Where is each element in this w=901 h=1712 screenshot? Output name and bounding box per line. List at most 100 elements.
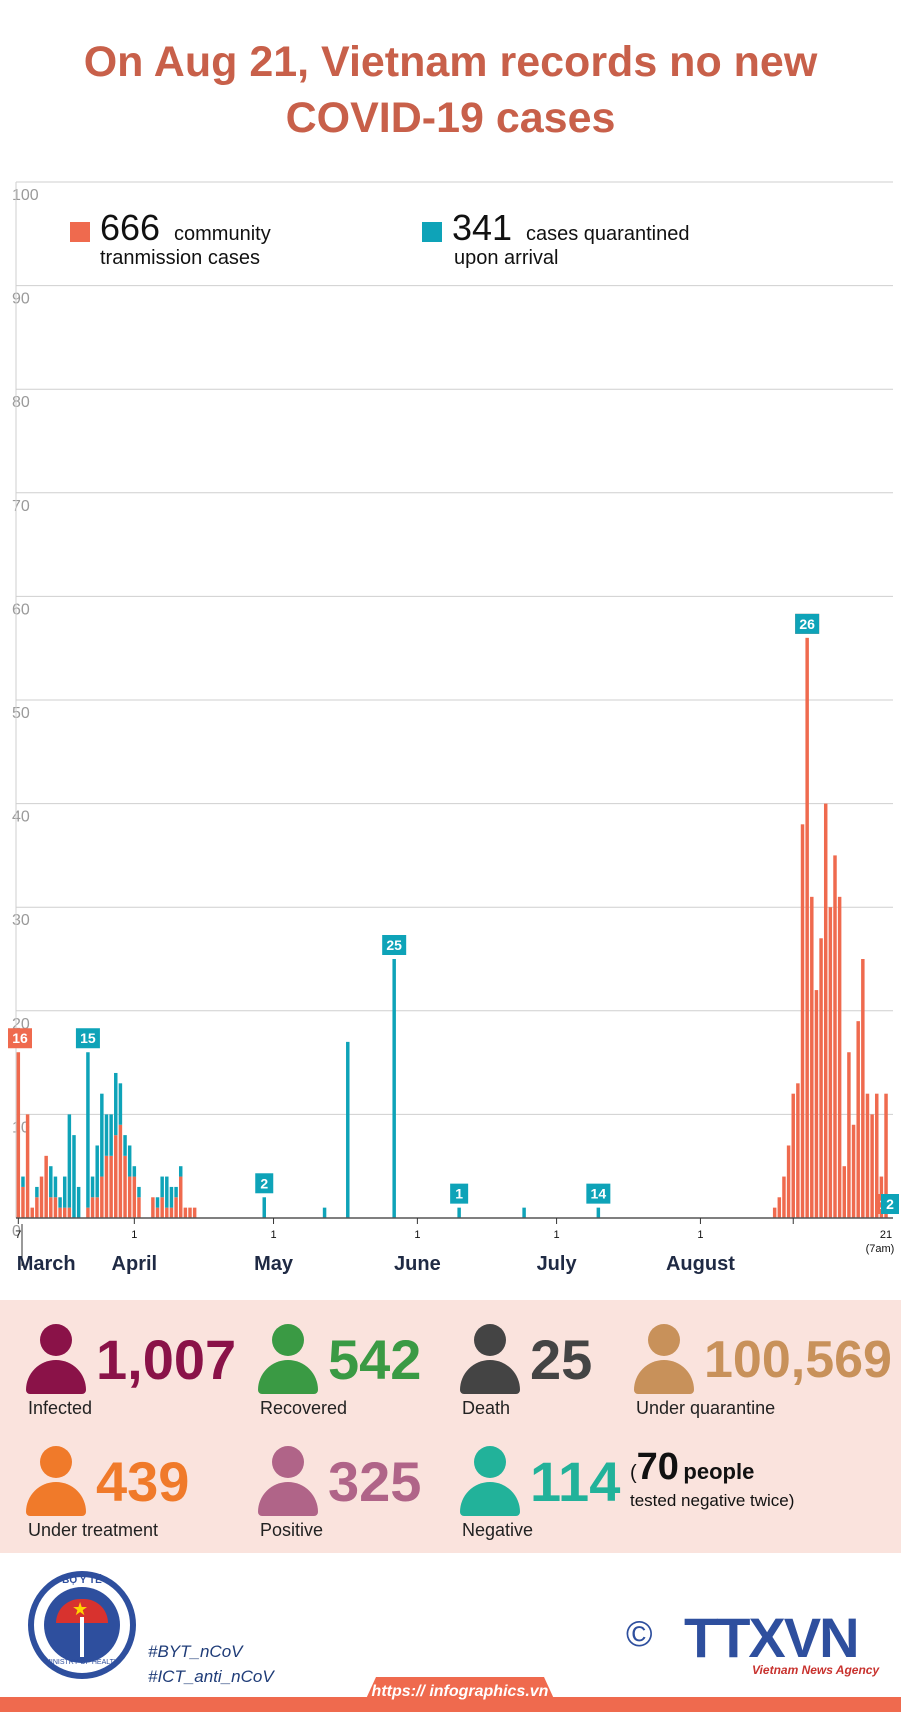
bar-imported — [123, 1135, 127, 1156]
legend-text-community-2: tranmission cases — [100, 247, 260, 269]
bar-community — [884, 1093, 888, 1218]
bar-imported — [49, 1166, 53, 1198]
person-icon — [26, 1324, 86, 1394]
legend-swatch-community — [70, 222, 90, 242]
bar-imported — [596, 1207, 601, 1218]
bar-community — [810, 896, 814, 1218]
stat-label: Negative — [462, 1520, 534, 1540]
footer: ★ BỘ Y TẾ MINISTRY OF HEALTH #BYT_nCoV #… — [0, 1553, 901, 1712]
bar-value-badge — [8, 1028, 32, 1049]
bar-imported — [58, 1197, 62, 1208]
bar-community — [118, 1124, 123, 1218]
bar-community — [86, 1207, 90, 1218]
x-tick-label: 1 — [131, 1229, 137, 1241]
y-tick-label: 50 — [12, 705, 30, 722]
bar-imported — [160, 1176, 164, 1198]
bar-community — [58, 1207, 62, 1218]
person-icon — [258, 1446, 318, 1516]
y-tick-label: 70 — [12, 498, 30, 515]
bar-community — [100, 1176, 104, 1218]
bar-community — [772, 1207, 777, 1218]
x-tick-note: (7am) — [866, 1243, 895, 1255]
bar-community — [114, 1135, 118, 1218]
stat-label: Recovered — [260, 1398, 348, 1418]
bar-value-label: 2 — [886, 1196, 894, 1212]
bar-imported — [21, 1176, 25, 1187]
stat-value: 100,569 — [704, 1331, 892, 1389]
month-label: July — [537, 1253, 578, 1275]
bar-community — [169, 1207, 174, 1218]
bar-imported — [62, 1176, 67, 1208]
bar-community — [67, 1207, 72, 1218]
bar-community — [188, 1207, 192, 1218]
x-tick-label: 1 — [554, 1229, 560, 1241]
bar-imported — [346, 1041, 350, 1218]
hashtag-ict: #ICT_anti_nCoV — [148, 1667, 274, 1686]
title-line-2: COVID-19 cases — [285, 94, 616, 142]
y-tick-label: 0 — [12, 1223, 21, 1240]
bar-imported — [178, 1166, 183, 1177]
y-tick-label: 100 — [12, 187, 39, 204]
stat-value: 25 — [530, 1328, 593, 1391]
seal-bottom-text: MINISTRY OF HEALTH — [45, 1659, 119, 1666]
bar-imported — [86, 1052, 90, 1208]
ttxvn-logo: TTXVN — [684, 1606, 860, 1669]
person-icon — [634, 1324, 694, 1394]
bar-imported — [118, 1083, 123, 1125]
bar-community — [870, 1114, 874, 1218]
month-label: June — [394, 1253, 441, 1275]
stat-label: Under treatment — [28, 1520, 159, 1540]
stat-label: Positive — [260, 1520, 324, 1540]
bar-community — [127, 1176, 132, 1218]
bar-value-badge — [795, 613, 820, 634]
bar-imported — [53, 1176, 58, 1198]
note-text: tested negative twice) — [630, 1491, 795, 1510]
bar-imported — [104, 1114, 109, 1156]
bar-community — [44, 1155, 48, 1218]
bar-imported — [457, 1207, 461, 1218]
copyright-icon: © — [626, 1613, 653, 1654]
stat-label: Infected — [28, 1398, 93, 1418]
person-icon — [460, 1324, 520, 1394]
month-label: May — [254, 1253, 294, 1275]
bar-value-label: 1 — [455, 1186, 463, 1202]
bar-imported — [322, 1207, 327, 1218]
bar-community — [21, 1186, 25, 1218]
bar-imported — [90, 1176, 95, 1198]
bar-community — [49, 1197, 53, 1218]
bar-imported — [392, 959, 396, 1218]
bar-community — [847, 1052, 851, 1218]
bar-value-label: 14 — [591, 1186, 607, 1202]
legend-text-imported: cases quarantined — [526, 223, 689, 245]
bar-community — [165, 1207, 169, 1218]
x-tick-label: 1 — [270, 1229, 276, 1241]
bar-community — [95, 1197, 99, 1218]
url-tab — [360, 1677, 560, 1712]
page-title: On Aug 21, Vietnam records no new COVID-… — [0, 34, 901, 146]
stat-value: 439 — [96, 1450, 190, 1513]
hashtags: #BYT_nCoV #ICT_anti_nCoV — [148, 1639, 274, 1689]
bar-community — [791, 1093, 795, 1218]
bar-community — [183, 1207, 188, 1218]
hashtag-byt: #BYT_nCoV — [148, 1642, 243, 1661]
bar-community — [104, 1155, 109, 1218]
bar-community — [828, 907, 833, 1218]
source-link[interactable]: https:// infographics.vn — [371, 1683, 549, 1700]
y-tick-label: 40 — [12, 809, 30, 826]
bar-community — [25, 1114, 30, 1218]
bar-community — [865, 1093, 870, 1218]
bar-community — [53, 1197, 58, 1218]
bar-imported — [114, 1072, 118, 1136]
bar-imported — [155, 1197, 160, 1208]
bar-community — [109, 1155, 113, 1218]
bar-community — [833, 855, 837, 1218]
title-line-1: On Aug 21, Vietnam records no new — [83, 38, 818, 86]
bar-community — [777, 1197, 782, 1218]
x-tick-label: 1 — [414, 1229, 420, 1241]
bar-community — [178, 1176, 183, 1218]
bar-imported — [127, 1145, 132, 1177]
bar-value-label: 25 — [386, 937, 402, 953]
bar-value-label: 26 — [799, 616, 815, 632]
bar-community — [39, 1176, 44, 1218]
